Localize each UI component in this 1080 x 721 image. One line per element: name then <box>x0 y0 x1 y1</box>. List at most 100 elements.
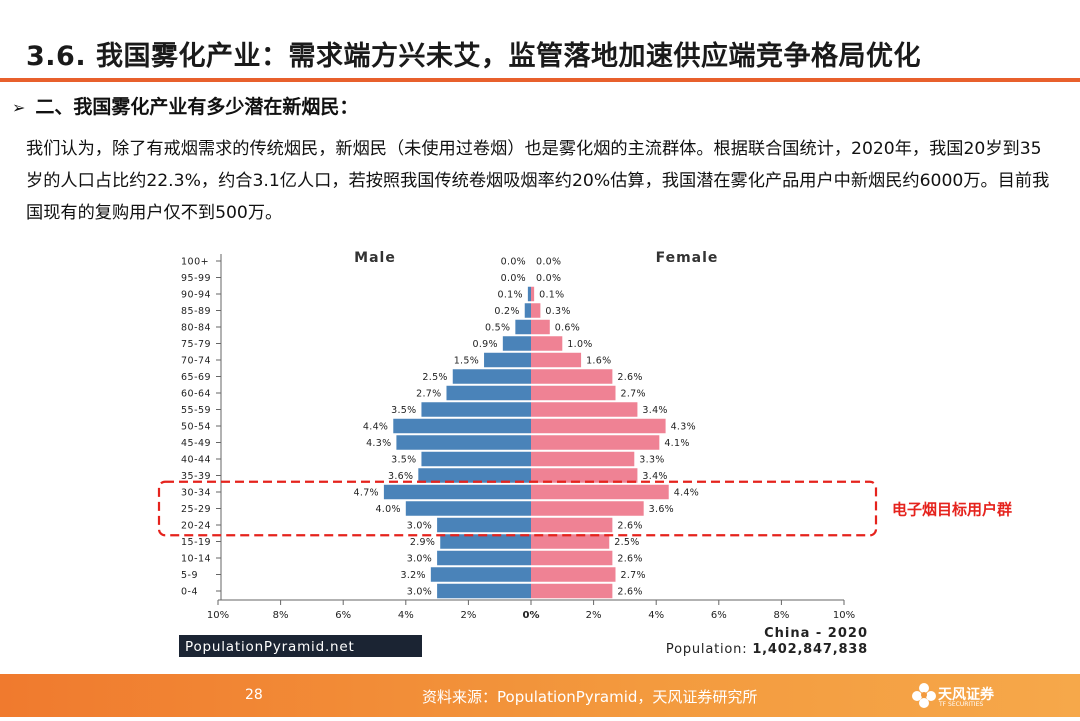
age-group-label: 0-4 <box>181 587 198 598</box>
female-value-label: 3.3% <box>639 455 664 466</box>
male-bar <box>383 484 531 500</box>
female-value-label: 3.4% <box>642 405 667 416</box>
male-bar <box>446 385 531 401</box>
section-subtitle: ➢ 二、我国雾化产业有多少潜在新烟民： <box>12 92 358 119</box>
x-tick-label: 2% <box>586 610 602 621</box>
age-group-label: 45-49 <box>181 438 211 449</box>
x-tick-label: 8% <box>273 610 289 621</box>
male-bar <box>421 402 531 417</box>
female-bar <box>531 468 638 483</box>
male-value-label: 0.5% <box>485 323 510 334</box>
female-value-label: 2.6% <box>617 554 642 565</box>
male-value-label: 4.3% <box>366 438 391 449</box>
source-note: 资料来源：PopulationPyramid，天风证券研究所 <box>422 688 758 706</box>
age-group-label: 65-69 <box>181 372 211 383</box>
male-bar <box>430 567 531 582</box>
female-bar <box>531 501 644 516</box>
male-value-label: 3.0% <box>407 587 432 598</box>
male-value-label: 4.7% <box>354 488 379 499</box>
male-bar <box>527 286 531 302</box>
male-bar <box>393 418 531 434</box>
x-tick-label: 10% <box>207 610 229 621</box>
subtitle-text: 二、我国雾化产业有多少潜在新烟民： <box>35 96 359 118</box>
male-bar <box>502 336 531 351</box>
age-group-label: 60-64 <box>181 389 211 400</box>
x-tick-label: 10% <box>833 610 855 621</box>
male-value-label: 2.5% <box>422 372 447 383</box>
male-value-label: 0.0% <box>501 257 526 268</box>
age-group-label: 35-39 <box>181 471 211 482</box>
female-value-label: 2.6% <box>617 587 642 598</box>
legend-female: Female <box>656 250 719 266</box>
male-value-label: 4.4% <box>363 422 388 433</box>
male-bar <box>437 517 531 533</box>
male-value-label: 3.5% <box>391 405 416 416</box>
female-bar <box>531 534 610 549</box>
age-group-label: 40-44 <box>181 455 211 466</box>
population-value: 1,402,847,838 <box>752 642 868 657</box>
age-group-label: 5-9 <box>181 570 198 581</box>
male-value-label: 0.0% <box>501 273 526 284</box>
arrow-bullet-icon: ➢ <box>12 98 26 117</box>
female-value-label: 0.6% <box>555 323 580 334</box>
legend-male: Male <box>354 250 396 266</box>
female-bar <box>531 484 669 500</box>
male-value-label: 1.5% <box>454 356 479 367</box>
company-logo: 天风证券 TF SECURITIES <box>912 680 1022 712</box>
age-group-label: 55-59 <box>181 405 211 416</box>
female-bar <box>531 517 613 533</box>
branding-text: PopulationPyramid.net <box>185 639 355 655</box>
female-bar <box>531 352 582 368</box>
age-group-label: 10-14 <box>181 554 211 565</box>
country-year-label: China - 2020 <box>764 626 868 641</box>
male-bar <box>452 369 531 384</box>
x-tick-label: 6% <box>335 610 351 621</box>
title-divider <box>0 78 1080 82</box>
male-bar <box>437 583 531 599</box>
female-value-label: 3.4% <box>642 471 667 482</box>
x-tick-label: 8% <box>773 610 789 621</box>
male-bar <box>524 303 531 318</box>
female-value-label: 2.7% <box>621 389 646 400</box>
age-group-label: 75-79 <box>181 339 211 350</box>
female-bar <box>531 435 660 450</box>
female-bar <box>531 336 563 351</box>
male-value-label: 0.2% <box>494 306 519 317</box>
female-bar <box>531 567 616 582</box>
x-tick-label: 0% <box>523 610 540 621</box>
population-caption: Population: <box>666 642 752 657</box>
male-bar <box>421 451 531 467</box>
female-value-label: 3.6% <box>649 504 674 515</box>
female-value-label: 0.0% <box>536 273 561 284</box>
logo-wordmark: 天风证券 <box>938 687 994 703</box>
female-bar <box>531 583 613 599</box>
female-value-label: 4.1% <box>664 438 689 449</box>
female-bar <box>531 286 535 302</box>
male-value-label: 0.9% <box>472 339 497 350</box>
female-bar <box>531 385 616 401</box>
female-value-label: 0.3% <box>545 306 570 317</box>
body-paragraph: 我们认为，除了有戒烟需求的传统烟民，新烟民（未使用过卷烟）也是雾化烟的主流群体。… <box>26 139 1050 223</box>
female-bar <box>531 319 550 335</box>
male-value-label: 2.9% <box>410 537 435 548</box>
female-value-label: 0.0% <box>536 257 561 268</box>
male-value-label: 3.0% <box>407 521 432 532</box>
male-bar <box>484 352 531 368</box>
population-label: Population: 1,402,847,838 <box>666 642 868 657</box>
age-group-label: 25-29 <box>181 504 211 515</box>
age-group-label: 15-19 <box>181 537 211 548</box>
male-bar <box>440 534 531 549</box>
male-bar <box>515 319 531 335</box>
male-value-label: 3.6% <box>388 471 413 482</box>
female-bar <box>531 451 635 467</box>
target-group-label: 电子烟目标用户群 <box>892 501 1012 519</box>
footer-bar: 28 资料来源：PopulationPyramid，天风证券研究所 天风证券 T… <box>0 674 1080 717</box>
female-value-label: 2.5% <box>614 537 639 548</box>
logo-subtext: TF SECURITIES <box>939 701 984 708</box>
male-value-label: 4.0% <box>375 504 400 515</box>
branding-box <box>179 635 422 657</box>
age-group-label: 70-74 <box>181 356 211 367</box>
age-group-label: 100+ <box>181 257 209 268</box>
age-group-label: 20-24 <box>181 521 211 532</box>
